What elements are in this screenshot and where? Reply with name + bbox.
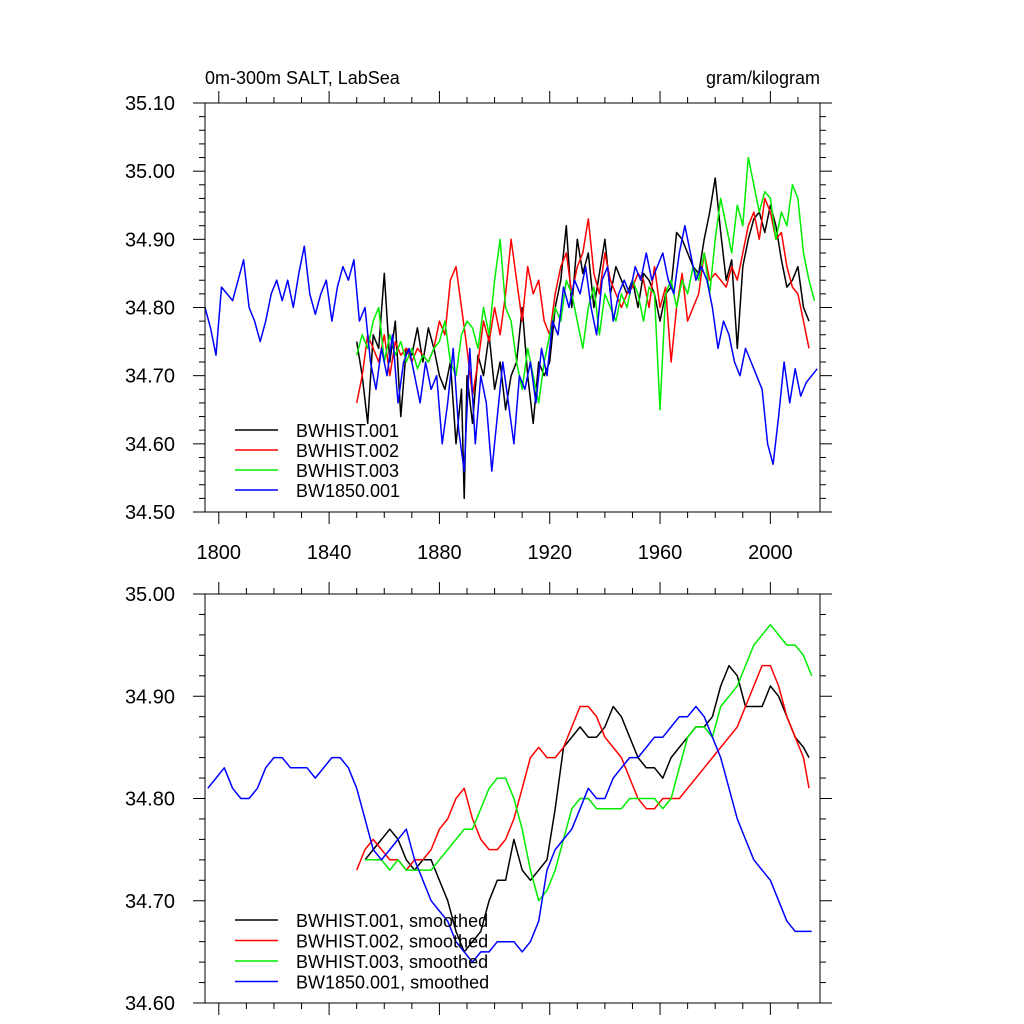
chart-title: 0m-300m SALT, LabSea [205,68,401,88]
x-tick-label: 1960 [638,542,683,564]
y-tick-label: 35.00 [125,584,175,606]
series-group [205,156,818,500]
y-tick-label: 34.70 [125,366,175,388]
y-tick-label: 34.80 [125,789,175,811]
top-panel: 0m-300m SALT, LabSea gram/kilogram 34.50 34… [125,68,832,564]
legend-label: BWHIST.001, smoothed [296,911,488,931]
y-tick-label: 34.90 [125,229,175,251]
legend-label: BW1850.001, smoothed [296,973,489,993]
y-tick-label: 34.80 [125,298,175,320]
series-line-1 [364,664,810,953]
x-tick-label: 1880 [417,542,462,564]
legend-label: BWHIST.003 [296,461,399,481]
legend-label: BWHIST.002, smoothed [296,932,488,952]
y-tick-label: 34.60 [125,434,175,456]
y-tick-label: 35.00 [125,161,175,183]
legend-label: BW1850.001 [296,481,400,501]
legend-label: BWHIST.001 [296,421,399,441]
series-line-4 [205,224,818,472]
y-tick-label: 34.50 [125,502,175,524]
legend-label: BWHIST.002 [296,441,399,461]
y-tick-label: 34.90 [125,686,175,708]
series-line-4 [207,705,812,963]
series-group [207,623,813,963]
series-line-2 [356,664,810,871]
bottom-panel: 34.60 34.70 34.80 34.90 35.00 BWHIST.001, smo… [125,582,832,1015]
series-line-3 [355,156,816,411]
series-line-1 [355,177,810,500]
series-line-3 [365,623,813,902]
x-tick-label: 1840 [307,542,352,564]
units-label: gram/kilogram [706,68,820,88]
x-tick-label: 1920 [527,542,572,564]
x-tick-label: 1800 [197,542,242,564]
legend-label: BWHIST.003, smoothed [296,952,488,972]
x-tick-label: 2000 [748,542,793,564]
y-tick-label: 35.10 [125,93,175,115]
y-tick-label: 34.70 [125,891,175,913]
y-tick-label: 34.60 [125,993,175,1015]
